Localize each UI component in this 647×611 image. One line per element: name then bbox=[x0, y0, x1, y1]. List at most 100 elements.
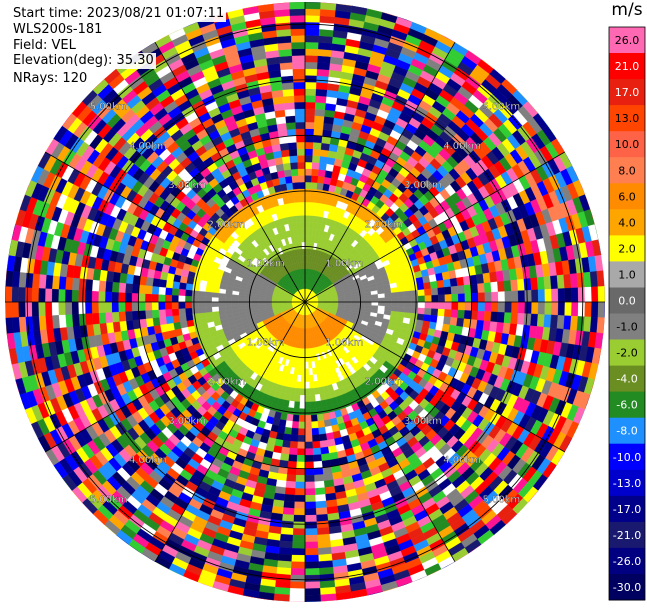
velocity-bin bbox=[299, 415, 305, 422]
velocity-bin bbox=[314, 474, 324, 481]
velocity-bin bbox=[305, 2, 321, 9]
velocity-bin bbox=[590, 317, 598, 333]
velocity-bin bbox=[305, 449, 313, 456]
velocity-bin bbox=[577, 273, 585, 288]
velocity-bin bbox=[313, 149, 321, 156]
velocity-bin bbox=[205, 302, 212, 307]
velocity-bin bbox=[178, 582, 196, 594]
velocity-bin bbox=[132, 293, 139, 302]
velocity-bin bbox=[305, 0, 321, 2]
velocity-bin bbox=[126, 320, 134, 330]
velocity-bin bbox=[533, 495, 549, 512]
velocity-bin bbox=[301, 375, 305, 382]
velocity-bin bbox=[320, 9, 336, 17]
velocity-bin bbox=[430, 575, 448, 588]
velocity-bin bbox=[564, 316, 572, 330]
velocity-bin bbox=[305, 222, 309, 229]
velocity-bin bbox=[153, 278, 161, 287]
velocity-bin bbox=[278, 554, 292, 562]
velocity-bin bbox=[305, 229, 309, 236]
velocity-bin bbox=[274, 587, 290, 595]
velocity-bin bbox=[12, 271, 20, 287]
velocity-bin bbox=[443, 279, 451, 287]
velocity-bin bbox=[590, 271, 598, 287]
velocity-bin bbox=[451, 286, 458, 294]
velocity-bin bbox=[443, 317, 451, 325]
velocity-bin bbox=[172, 309, 179, 316]
velocity-bin bbox=[411, 290, 418, 296]
velocity-bin bbox=[316, 407, 323, 414]
velocity-bin bbox=[245, 305, 252, 309]
velocity-bin bbox=[305, 375, 309, 382]
velocity-bin bbox=[571, 288, 578, 302]
velocity-bin bbox=[302, 362, 306, 369]
velocity-bin bbox=[551, 302, 558, 315]
velocity-bin bbox=[578, 287, 585, 302]
velocity-bin bbox=[422, 276, 430, 284]
velocity-bin bbox=[305, 89, 316, 96]
velocity-bin bbox=[570, 273, 578, 288]
velocity-bin bbox=[25, 273, 33, 288]
velocity-bin bbox=[179, 289, 186, 296]
velocity-bin bbox=[105, 292, 112, 303]
velocity-bin bbox=[517, 279, 525, 291]
velocity-bin bbox=[25, 287, 32, 302]
velocity-bin bbox=[558, 302, 565, 316]
velocity-bin bbox=[38, 302, 45, 316]
velocity-bin bbox=[585, 287, 592, 302]
velocity-bin bbox=[311, 408, 317, 415]
velocity-bin bbox=[108, 540, 125, 555]
velocity-bin bbox=[305, 195, 311, 202]
velocity-bin bbox=[300, 389, 305, 396]
velocity-bin bbox=[13, 412, 25, 430]
velocity-bin bbox=[289, 602, 305, 607]
velocity-bin bbox=[318, 42, 332, 50]
velocity-bin bbox=[105, 281, 112, 292]
velocity-bin bbox=[305, 82, 317, 89]
velocity-bin bbox=[158, 294, 165, 302]
velocity-bin bbox=[305, 235, 309, 242]
velocity-bin bbox=[464, 310, 471, 319]
velocity-bin bbox=[52, 315, 60, 329]
velocity-bin bbox=[324, 116, 334, 124]
velocity-bin bbox=[571, 302, 578, 316]
velocity-bin bbox=[316, 501, 327, 509]
velocity-bin bbox=[478, 293, 485, 302]
velocity-bin bbox=[369, 598, 386, 607]
velocity-bin bbox=[78, 290, 85, 302]
velocity-bin bbox=[305, 602, 321, 607]
velocity-bin bbox=[358, 302, 365, 305]
velocity-bin bbox=[418, 308, 425, 315]
velocity-bin bbox=[296, 462, 305, 469]
velocity-bin bbox=[458, 285, 465, 294]
velocity-bin bbox=[323, 413, 330, 421]
velocity-bin bbox=[0, 334, 2, 351]
velocity-bin bbox=[193, 588, 211, 600]
velocity-bin bbox=[290, 575, 305, 582]
velocity-bin bbox=[224, 598, 241, 607]
velocity-bin bbox=[159, 317, 167, 325]
velocity-bin bbox=[485, 49, 502, 64]
velocity-bin bbox=[571, 441, 585, 459]
velocity-bin bbox=[305, 62, 318, 69]
velocity-bin bbox=[564, 274, 572, 288]
velocity-bin bbox=[437, 280, 445, 288]
velocity-bin bbox=[504, 280, 512, 291]
velocity-bin bbox=[245, 302, 252, 305]
velocity-bin bbox=[0, 237, 5, 254]
velocity-bin bbox=[320, 440, 328, 448]
velocity-bin bbox=[290, 582, 305, 589]
velocity-bin bbox=[478, 302, 485, 311]
velocity-bin bbox=[404, 285, 411, 291]
velocity-bin bbox=[314, 122, 324, 129]
velocity-bin bbox=[430, 281, 438, 289]
velocity-bin bbox=[159, 287, 166, 295]
velocity-bin bbox=[570, 316, 578, 331]
velocity-bin bbox=[543, 482, 558, 499]
velocity-bin bbox=[591, 190, 603, 208]
velocity-bin bbox=[384, 594, 401, 605]
velocity-bin bbox=[192, 290, 199, 296]
velocity-bin bbox=[311, 176, 318, 183]
